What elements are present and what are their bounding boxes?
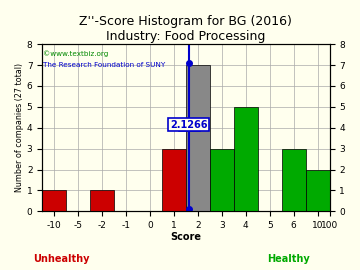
Bar xyxy=(282,149,306,211)
Text: Healthy: Healthy xyxy=(267,254,309,264)
Bar xyxy=(162,149,186,211)
Bar xyxy=(234,107,258,211)
Y-axis label: Number of companies (27 total): Number of companies (27 total) xyxy=(15,63,24,192)
X-axis label: Score: Score xyxy=(170,231,201,241)
Text: Unhealthy: Unhealthy xyxy=(33,254,89,264)
Title: Z''-Score Histogram for BG (2016)
Industry: Food Processing: Z''-Score Histogram for BG (2016) Indust… xyxy=(80,15,292,43)
Bar xyxy=(306,170,329,211)
Text: 2.1266: 2.1266 xyxy=(170,120,208,130)
Bar xyxy=(42,191,66,211)
Text: The Research Foundation of SUNY: The Research Foundation of SUNY xyxy=(44,62,166,68)
Bar xyxy=(90,191,114,211)
Text: ©www.textbiz.org: ©www.textbiz.org xyxy=(44,50,109,57)
Bar xyxy=(210,149,234,211)
Bar xyxy=(186,65,210,211)
